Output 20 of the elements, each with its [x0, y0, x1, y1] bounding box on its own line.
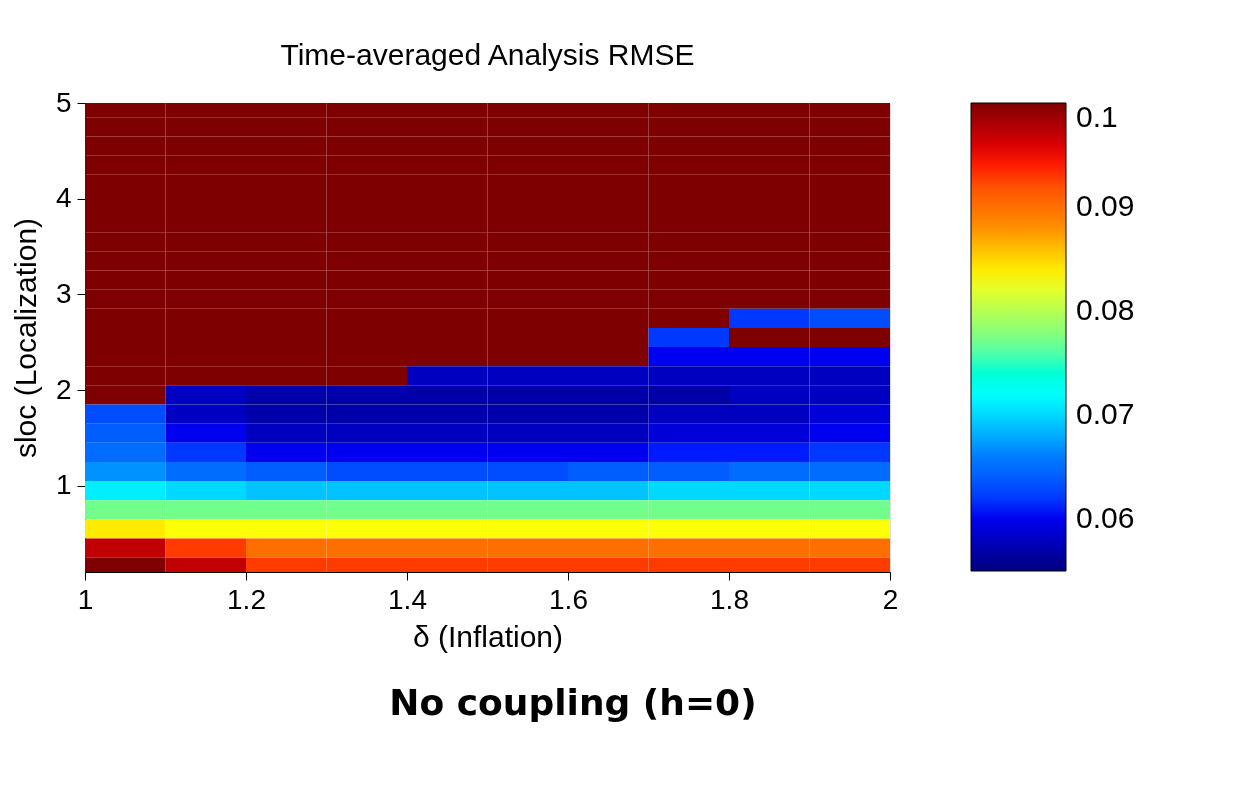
- y-tick-label: 1: [55, 469, 72, 501]
- y-axis-title: sloc (Localization): [8, 217, 42, 459]
- y-tick-label: 2: [55, 373, 72, 405]
- y-tick-label: 4: [55, 182, 72, 214]
- x-tick-label: 1.6: [549, 583, 588, 615]
- x-tick-label: 1.8: [710, 583, 749, 615]
- y-tick-label: 3: [55, 277, 72, 309]
- text: No coupling (h=0): [389, 681, 757, 723]
- color-bar-label: 0.1: [1076, 100, 1118, 133]
- x-axis-title: δ (Inflation): [412, 619, 564, 653]
- chart-title: Time-averaged Analysis RMSE: [280, 38, 695, 71]
- x-tick-label: 1.4: [388, 583, 427, 615]
- color-bar-label: 0.09: [1076, 189, 1135, 222]
- color-bar-label: 0.07: [1076, 397, 1135, 430]
- x-tick-label: 1: [77, 583, 94, 615]
- y-tick-label: 5: [55, 86, 72, 118]
- x-tick-label: 1.2: [227, 583, 266, 615]
- color-bar-label: 0.08: [1076, 293, 1135, 326]
- x-tick-label: 2: [882, 583, 899, 615]
- color-bar-label: 0.06: [1076, 501, 1135, 534]
